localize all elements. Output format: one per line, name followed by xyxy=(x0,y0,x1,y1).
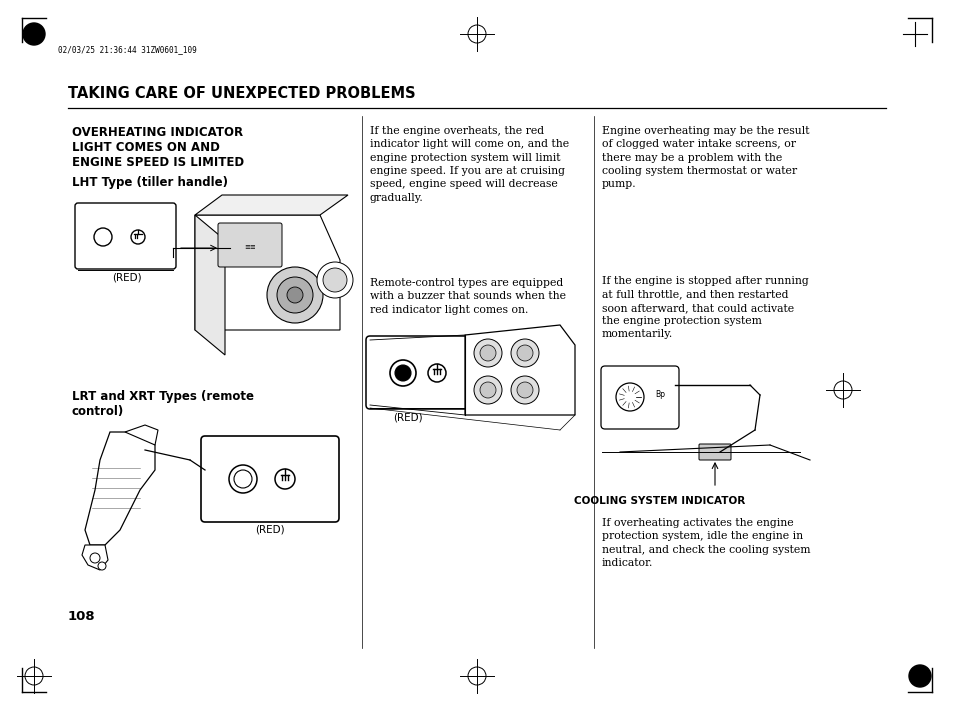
Circle shape xyxy=(517,345,533,361)
Text: ≡≡: ≡≡ xyxy=(244,244,255,250)
Circle shape xyxy=(287,287,303,303)
FancyBboxPatch shape xyxy=(366,336,469,409)
Circle shape xyxy=(908,665,930,687)
Text: TAKING CARE OF UNEXPECTED PROBLEMS: TAKING CARE OF UNEXPECTED PROBLEMS xyxy=(68,86,416,101)
Text: LRT and XRT Types (remote: LRT and XRT Types (remote xyxy=(71,390,253,403)
Polygon shape xyxy=(85,432,154,545)
Text: LIGHT COMES ON AND: LIGHT COMES ON AND xyxy=(71,141,219,154)
FancyBboxPatch shape xyxy=(201,436,338,522)
Circle shape xyxy=(474,339,501,367)
Text: Engine overheating may be the result
of clogged water intake screens, or
there m: Engine overheating may be the result of … xyxy=(601,126,809,190)
Polygon shape xyxy=(464,325,575,415)
Circle shape xyxy=(267,267,323,323)
Circle shape xyxy=(428,364,446,382)
Text: COOLING SYSTEM INDICATOR: COOLING SYSTEM INDICATOR xyxy=(574,496,745,506)
Circle shape xyxy=(90,553,100,563)
Circle shape xyxy=(511,339,538,367)
Text: If the engine overheats, the red
indicator light will come on, and the
engine pr: If the engine overheats, the red indicat… xyxy=(370,126,569,203)
Circle shape xyxy=(479,382,496,398)
Text: OVERHEATING INDICATOR: OVERHEATING INDICATOR xyxy=(71,126,243,139)
Polygon shape xyxy=(82,545,108,570)
FancyBboxPatch shape xyxy=(75,203,175,269)
Circle shape xyxy=(395,365,411,381)
Polygon shape xyxy=(125,425,158,445)
Circle shape xyxy=(474,376,501,404)
Polygon shape xyxy=(194,215,225,355)
Circle shape xyxy=(616,383,643,411)
Text: (RED): (RED) xyxy=(254,524,285,534)
Text: (RED): (RED) xyxy=(112,272,142,282)
Circle shape xyxy=(390,360,416,386)
Text: LHT Type (tiller handle): LHT Type (tiller handle) xyxy=(71,176,228,189)
Circle shape xyxy=(316,262,353,298)
Circle shape xyxy=(229,465,256,493)
Text: control): control) xyxy=(71,405,124,418)
Text: If overheating activates the engine
protection system, idle the engine in
neutra: If overheating activates the engine prot… xyxy=(601,518,810,568)
Polygon shape xyxy=(194,195,348,215)
Circle shape xyxy=(323,268,347,292)
Circle shape xyxy=(479,345,496,361)
Text: Bp: Bp xyxy=(655,390,664,399)
FancyBboxPatch shape xyxy=(218,223,282,267)
Text: ENGINE SPEED IS LIMITED: ENGINE SPEED IS LIMITED xyxy=(71,156,244,169)
Circle shape xyxy=(233,470,252,488)
Text: (RED): (RED) xyxy=(393,412,422,422)
Circle shape xyxy=(274,469,294,489)
FancyBboxPatch shape xyxy=(699,444,730,460)
FancyBboxPatch shape xyxy=(600,366,679,429)
Circle shape xyxy=(23,23,45,45)
Circle shape xyxy=(131,230,145,244)
Circle shape xyxy=(276,277,313,313)
Circle shape xyxy=(94,228,112,246)
Text: If the engine is stopped after running
at full throttle, and then restarted
soon: If the engine is stopped after running a… xyxy=(601,276,808,339)
Circle shape xyxy=(98,562,106,570)
Text: 02/03/25 21:36:44 31ZW0601_109: 02/03/25 21:36:44 31ZW0601_109 xyxy=(58,45,196,54)
Text: 108: 108 xyxy=(68,610,95,623)
Circle shape xyxy=(517,382,533,398)
Polygon shape xyxy=(194,215,339,330)
Circle shape xyxy=(511,376,538,404)
Text: Remote-control types are equipped
with a buzzer that sounds when the
red indicat: Remote-control types are equipped with a… xyxy=(370,278,565,315)
